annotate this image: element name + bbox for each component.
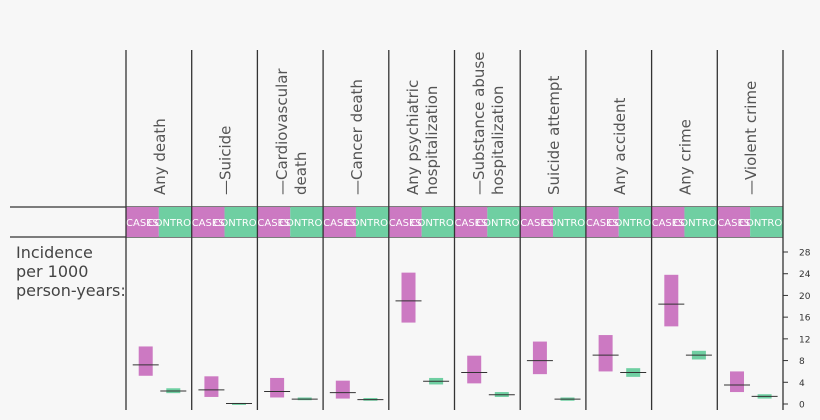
controls-band-label-7: CONTROLS — [608, 218, 663, 229]
category-label-8-line-0: Any crime — [676, 119, 694, 195]
cases-band-label-5: CASES — [455, 218, 488, 229]
controls-band-cell-3 — [355, 207, 389, 237]
cases-band-cell-5 — [454, 207, 488, 237]
y-tick-label-4: 16 — [799, 314, 811, 324]
category-label-5-line-0: —Substance abuse — [470, 52, 488, 195]
y-tick-label-0: 0 — [799, 401, 805, 411]
controls-band-cell-1 — [224, 207, 258, 237]
controls-band-label-0: CONTROLS — [148, 218, 203, 229]
y-tick-label-1: 4 — [799, 379, 805, 389]
category-label-4-line-1: hospitalization — [423, 86, 441, 195]
y-axis-label: Incidence per 1000 person-years: — [16, 243, 126, 300]
controls-band-label-5: CONTROLS — [476, 218, 531, 229]
category-label-5-line-1: hospitalization — [489, 86, 507, 195]
cases-bar-0 — [138, 346, 153, 376]
cases-band-cell-9 — [717, 207, 751, 237]
cases-bar-1 — [204, 376, 219, 397]
controls-band-cell-4 — [421, 207, 455, 237]
category-label-2-line-0: —Cardiovascular — [273, 68, 291, 195]
cases-band-cell-1 — [191, 207, 225, 237]
category-label-0-line-0: Any death — [151, 118, 169, 195]
cases-band-label-1: CASES — [192, 218, 225, 229]
cases-band-cell-6 — [520, 207, 554, 237]
controls-band-cell-6 — [553, 207, 586, 237]
controls-band-label-8: CONTROLS — [673, 218, 728, 229]
controls-band-label-9: CONTROLS — [739, 218, 794, 229]
y-tick-label-5: 20 — [799, 292, 811, 302]
cases-band-cell-8 — [651, 207, 685, 237]
controls-band-label-4: CONTROLS — [410, 218, 465, 229]
y-tick-label-7: 28 — [799, 249, 811, 259]
cases-band-label-7: CASES — [586, 218, 619, 229]
cases-bar-2 — [270, 377, 285, 398]
controls-band-cell-2 — [290, 207, 324, 237]
category-label-3-line-0: —Cancer death — [348, 79, 366, 195]
y-axis-label-line-3: person-years: — [16, 281, 126, 300]
cases-band-label-0: CASES — [126, 218, 159, 229]
cases-band-cell-4 — [388, 207, 422, 237]
controls-band-label-1: CONTROLS — [213, 218, 268, 229]
controls-band-cell-7 — [618, 207, 652, 237]
category-label-6-line-0: Suicide attempt — [545, 76, 563, 195]
cases-bar-4 — [401, 272, 416, 323]
cases-band-label-6: CASES — [520, 218, 553, 229]
cases-band-label-2: CASES — [257, 218, 290, 229]
y-tick-label-2: 8 — [799, 357, 805, 367]
cases-band-label-8: CASES — [652, 218, 685, 229]
controls-band-label-3: CONTROLS — [345, 218, 400, 229]
cases-band-label-3: CASES — [323, 218, 356, 229]
category-label-4-line-0: Any psychiatric — [404, 80, 422, 195]
controls-band-cell-0 — [158, 207, 192, 237]
cases-band-cell-2 — [257, 207, 291, 237]
controls-band-cell-5 — [487, 207, 521, 237]
controls-band-cell-8 — [684, 207, 718, 237]
cases-bar-3 — [335, 380, 350, 399]
cases-band-cell-0 — [126, 207, 159, 237]
category-label-2-line-1: death — [292, 152, 310, 195]
y-tick-label-6: 24 — [799, 270, 811, 280]
y-axis-label-line-2: per 1000 — [16, 262, 89, 281]
cases-bar-9 — [730, 371, 745, 393]
controls-band-cell-9 — [750, 207, 783, 237]
y-tick-label-3: 12 — [799, 335, 810, 345]
category-label-7-line-0: Any accident — [611, 97, 629, 195]
cases-bar-5 — [467, 355, 482, 384]
controls-band-label-6: CONTROLS — [542, 218, 597, 229]
cases-band-cell-7 — [585, 207, 619, 237]
cases-bar-7 — [598, 335, 613, 372]
controls-band-label-2: CONTROLS — [279, 218, 334, 229]
cases-band-cell-3 — [323, 207, 356, 237]
cases-bar-6 — [532, 341, 547, 375]
cases-band-label-4: CASES — [389, 218, 422, 229]
cases-band-label-9: CASES — [717, 218, 750, 229]
category-label-9-line-0: —Violent crime — [742, 81, 760, 195]
cases-bar-8 — [664, 274, 679, 327]
category-label-1-line-0: —Suicide — [217, 126, 235, 195]
y-axis-label-line-1: Incidence — [16, 243, 93, 262]
